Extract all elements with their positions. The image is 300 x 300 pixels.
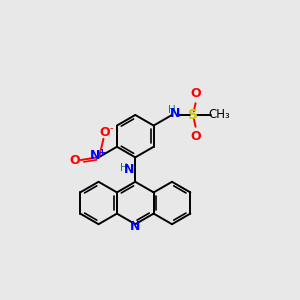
Text: O: O — [191, 87, 202, 100]
Text: H: H — [168, 105, 176, 115]
Text: H: H — [120, 163, 128, 173]
Text: S: S — [188, 108, 198, 122]
Text: O: O — [69, 154, 80, 166]
Text: N: N — [170, 107, 180, 120]
Text: N: N — [124, 163, 134, 176]
Text: N: N — [90, 149, 101, 162]
Text: +: + — [98, 148, 105, 157]
Text: O: O — [191, 130, 202, 143]
Text: O: O — [100, 126, 110, 139]
Text: -: - — [110, 124, 113, 134]
Text: CH₃: CH₃ — [209, 109, 231, 122]
Text: N: N — [130, 220, 140, 233]
